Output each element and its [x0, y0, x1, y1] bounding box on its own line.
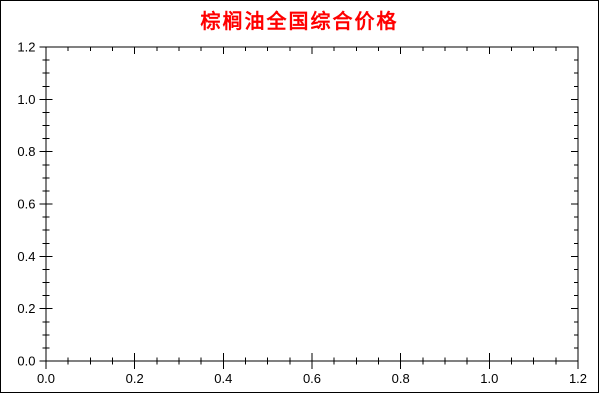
plot-border: [45, 46, 579, 362]
y-axis-major-ticks: [39, 46, 53, 362]
top-axis-major-ticks: [45, 47, 579, 54]
x-tick-label-2: 0.4: [214, 371, 232, 386]
y-tick-label-0: 0.0: [17, 354, 35, 369]
y-tick-label-2: 0.4: [17, 249, 35, 264]
x-tick-label-5: 1.0: [480, 371, 498, 386]
x-tick-label-4: 0.8: [392, 371, 410, 386]
right-axis-major-ticks: [571, 46, 578, 362]
x-tick-label-0: 0.0: [37, 371, 55, 386]
x-tick-label-3: 0.6: [303, 371, 321, 386]
top-axis-minor-ticks: [67, 47, 557, 51]
x-tick-label-6: 1.2: [569, 371, 587, 386]
x-axis-minor-ticks: [67, 357, 557, 365]
y-tick-label-4: 0.8: [17, 144, 35, 159]
x-tick-label-1: 0.2: [126, 371, 144, 386]
y-tick-label-1: 0.2: [17, 301, 35, 316]
y-tick-label-6: 1.2: [17, 40, 35, 55]
chart-title: 棕榈油全国综合价格: [200, 11, 399, 33]
y-tick-label-3: 0.6: [17, 197, 35, 212]
y-axis-minor-ticks: [42, 59, 50, 349]
y-tick-label-5: 1.0: [17, 92, 35, 107]
right-axis-minor-ticks: [574, 59, 578, 349]
